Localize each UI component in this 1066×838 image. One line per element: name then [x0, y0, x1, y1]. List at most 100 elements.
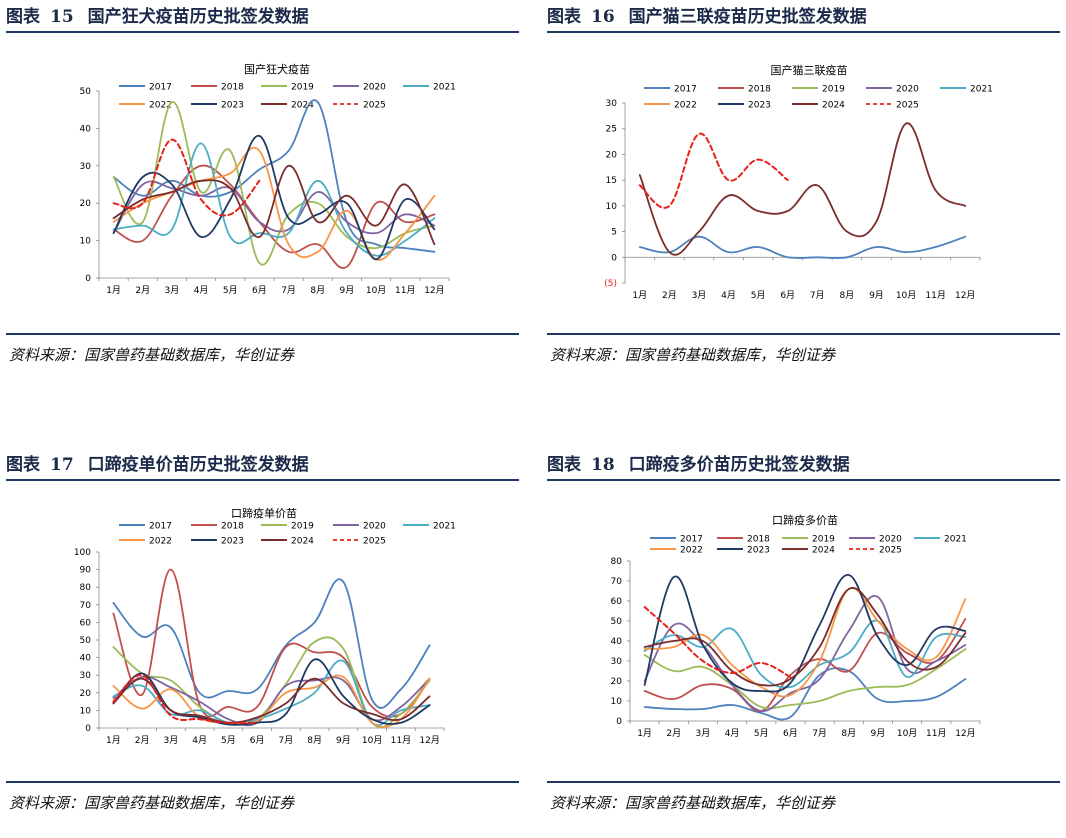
legend-entry-2022: 2022: [119, 537, 172, 547]
legend-entry-2021: 2021: [940, 85, 993, 95]
chart-fmd-multivalent-vaccine: 口蹄疫多价苗 2017 2018 2019 2020 2021 2022 2023 2024 20…: [611, 513, 981, 739]
x-tick-label: 2月: [666, 728, 681, 739]
x-tick-label: 1月: [106, 285, 121, 296]
legend-label: 2025: [879, 546, 902, 556]
figure-title-text: 国产狂犬疫苗历史批签发数据: [87, 7, 309, 27]
legend-entry-2023: 2023: [718, 101, 771, 111]
x-tick-label: 12月: [424, 285, 444, 296]
y-tick-label: 50: [611, 617, 623, 627]
title-rule: [6, 31, 519, 33]
y-tick-label: (5): [604, 279, 617, 289]
series-line-2025: [638, 132, 789, 209]
legend-label: 2017: [674, 85, 697, 95]
legend-label: 2020: [896, 85, 919, 95]
legend-entry-2025: 2025: [333, 537, 386, 547]
figure-title: 图表 15 国产狂犬疫苗历史批签发数据: [6, 2, 309, 27]
legend-entry-2023: 2023: [717, 546, 770, 556]
legend-entry-2019: 2019: [261, 83, 314, 93]
legend-label: 2020: [363, 83, 386, 93]
figure-title-text: 口蹄疫单价苗历史批签发数据: [87, 455, 309, 475]
legend-entry-2022: 2022: [119, 101, 172, 111]
legend-label: 2023: [747, 546, 770, 556]
x-tick-label: 11月: [926, 728, 946, 739]
legend-label: 2019: [291, 83, 314, 93]
figure-number: 17: [50, 455, 74, 475]
x-tick-label: 9月: [340, 285, 355, 296]
legend-label: 2022: [149, 101, 172, 111]
figure-number: 16: [591, 7, 615, 27]
y-tick-label: 50: [80, 636, 92, 646]
figure-label: 图表: [6, 455, 40, 475]
legend-entry-2024: 2024: [261, 537, 314, 547]
series-line-2018: [643, 618, 967, 712]
chart-fmd-monovalent-vaccine: 口蹄疫单价苗 2017 2018 2019 2020 2021 2022 2023 2024 20…: [74, 506, 456, 746]
source-rule: [6, 781, 519, 783]
legend-label: 2025: [896, 101, 919, 111]
legend-label: 2023: [221, 537, 244, 547]
y-tick-label: 90: [80, 566, 92, 576]
series-line-2017: [638, 235, 967, 259]
y-tick-label: 10: [80, 237, 92, 247]
legend-entry-2018: 2018: [191, 83, 244, 93]
chart-title: 国产狂犬疫苗: [244, 62, 310, 76]
figure-title: 图表 16 国产猫三联疫苗历史批签发数据: [547, 2, 867, 27]
figure-title: 图表 17 口蹄疫单价苗历史批签发数据: [6, 450, 309, 475]
x-tick-label: 12月: [419, 735, 439, 746]
y-tick-label: 15: [606, 176, 617, 186]
source-note: 资料来源：国家兽药基础数据库，华创证券: [550, 346, 836, 364]
y-tick-label: 80: [80, 583, 92, 593]
x-tick-label: 4月: [725, 728, 740, 739]
legend-label: 2018: [747, 535, 770, 545]
legend-entry-2022: 2022: [650, 546, 703, 556]
legend-label: 2019: [822, 85, 845, 95]
y-tick-label: 60: [80, 618, 92, 628]
x-tick-label: 10月: [362, 735, 382, 746]
legend-entry-2024: 2024: [792, 101, 845, 111]
series-line-2019: [643, 648, 967, 710]
y-tick-label: 5: [611, 228, 617, 238]
series-line-2024: [643, 587, 967, 687]
y-tick-label: 10: [611, 697, 623, 707]
legend-entry-2021: 2021: [403, 83, 456, 93]
figure-title: 图表 18 口蹄疫多价苗历史批签发数据: [547, 450, 850, 475]
chart-title: 国产猫三联疫苗: [771, 63, 848, 77]
x-tick-label: 5月: [221, 735, 236, 746]
legend-label: 2020: [879, 535, 902, 545]
source-note: 资料来源：国家兽药基础数据库，华创证券: [9, 794, 295, 812]
x-tick-label: 3月: [165, 285, 180, 296]
legend-label: 2019: [812, 535, 835, 545]
series-line-2017: [643, 667, 967, 721]
legend-label: 2023: [221, 101, 244, 111]
figure-17: 图表 17 口蹄疫单价苗历史批签发数据 口蹄疫单价苗 2017 2018 2019 2020…: [6, 448, 519, 838]
chart-title: 口蹄疫单价苗: [231, 506, 297, 520]
title-rule: [547, 31, 1060, 33]
x-tick-label: 6月: [250, 735, 265, 746]
series-line-2018: [112, 568, 431, 718]
y-tick-label: 0: [616, 717, 622, 727]
legend-entry-2020: 2020: [849, 535, 902, 545]
legend-label: 2024: [291, 537, 314, 547]
x-tick-label: 7月: [279, 735, 294, 746]
chart-title: 口蹄疫多价苗: [772, 513, 838, 527]
y-tick-label: 20: [80, 199, 92, 209]
x-tick-label: 12月: [955, 728, 975, 739]
y-tick-label: 0: [85, 724, 91, 734]
figure-label: 图表: [6, 7, 40, 27]
y-tick-label: 20: [80, 689, 92, 699]
y-tick-label: 20: [611, 677, 623, 687]
x-tick-label: 3月: [164, 735, 179, 746]
figure-number: 18: [591, 455, 615, 475]
x-tick-label: 6月: [252, 285, 267, 296]
series-line-2021: [643, 619, 967, 689]
x-tick-label: 4月: [192, 735, 207, 746]
legend-entry-2019: 2019: [792, 85, 845, 95]
legend-label: 2023: [748, 101, 771, 111]
x-tick-label: 8月: [841, 728, 856, 739]
x-tick-label: 1月: [632, 290, 647, 301]
legend-label: 2024: [812, 546, 835, 556]
figure-15: 图表 15 国产狂犬疫苗历史批签发数据 国产狂犬疫苗 2017 2018 2019 2020…: [6, 0, 519, 390]
legend-entry-2017: 2017: [644, 85, 697, 95]
legend-label: 2018: [748, 85, 771, 95]
y-tick-label: 10: [606, 202, 618, 212]
x-tick-label: 8月: [310, 285, 325, 296]
